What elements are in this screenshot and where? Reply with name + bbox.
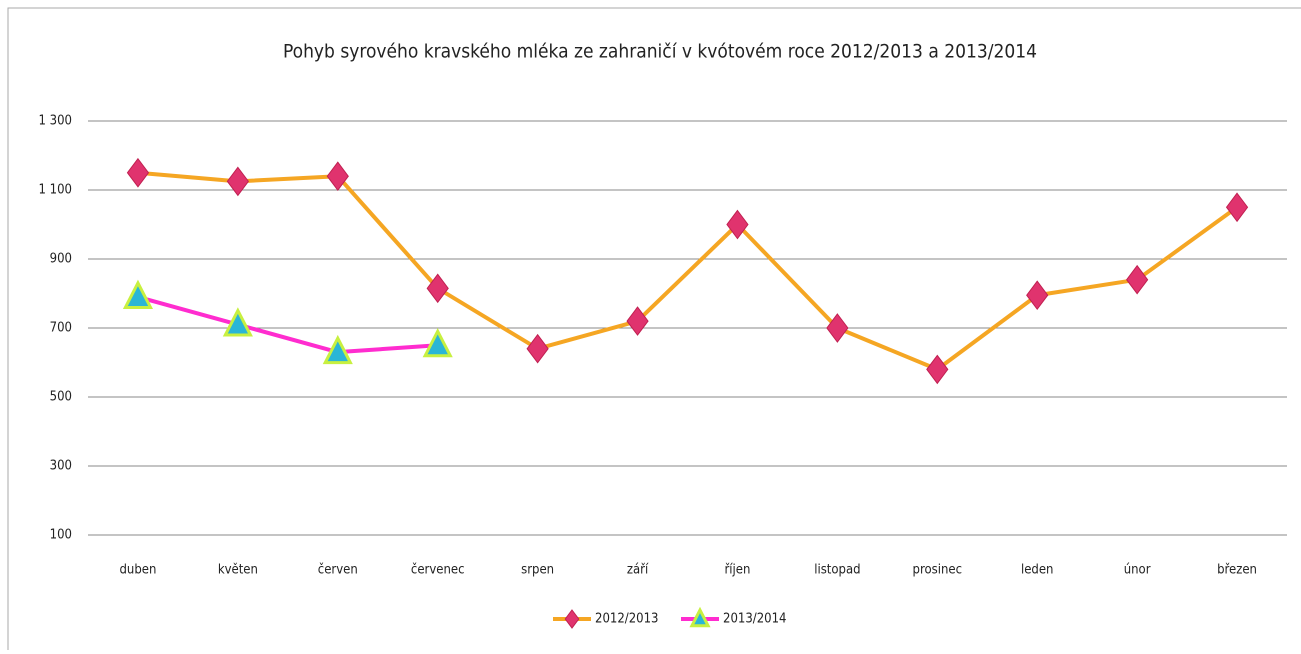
chart-title: Pohyb syrového kravského mléka ze zahran… [283,41,1037,63]
marker [122,279,154,309]
y-tick-label: 1 100 [39,183,72,198]
legend-marker [564,609,580,629]
chart-frame [7,7,1301,654]
x-tick-label: listopad [814,563,860,578]
x-tick-label: srpen [521,563,554,578]
x-tick-label: prosinec [913,563,963,578]
x-tick-label: leden [1021,563,1054,578]
legend-label: 2013/2014 [723,612,786,627]
x-tick-label: září [627,563,649,578]
y-tick-label: 1 300 [39,114,72,129]
marker [1225,192,1249,223]
legend-label: 2012/2013 [595,612,658,627]
x-tick-label: březen [1217,563,1257,578]
marker [326,161,349,192]
marker [322,334,353,365]
marker [426,273,449,304]
y-tick-label: 300 [50,459,72,474]
marker [222,307,253,337]
x-tick-label: červen [318,563,358,578]
y-tick-label: 100 [50,528,72,543]
y-tick-label: 700 [50,321,72,336]
x-tick-label: duben [120,563,157,578]
x-tick-label: únor [1124,563,1151,578]
y-tick-label: 900 [50,252,72,267]
series-line [137,170,1239,372]
marker [1126,264,1149,295]
legend-marker [689,606,711,628]
marker [1026,280,1049,311]
x-tick-label: říjen [724,563,750,578]
marker [226,166,249,197]
marker [926,354,949,385]
marker [626,306,649,336]
x-tick-label: květen [218,563,258,578]
marker [422,327,453,358]
marker [826,313,849,343]
marker [526,333,549,364]
marker [726,209,749,240]
y-tick-label: 500 [50,390,72,405]
marker [126,157,150,188]
series-line [137,295,438,355]
x-tick-label: červenec [411,563,465,578]
